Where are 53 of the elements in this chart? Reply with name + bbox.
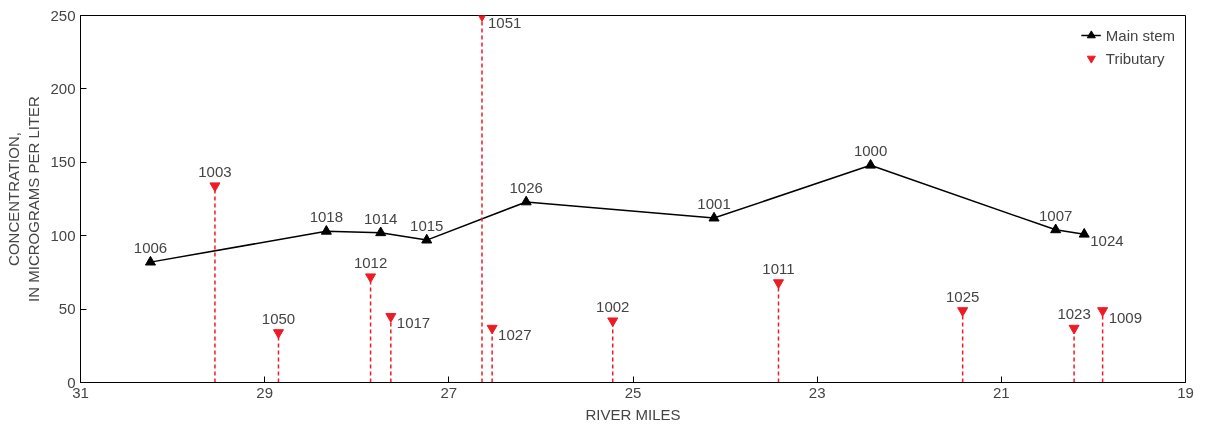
point xyxy=(421,233,433,244)
point xyxy=(1078,227,1090,238)
point xyxy=(1068,324,1080,335)
point xyxy=(486,324,498,335)
point xyxy=(708,211,720,222)
legend-label: Main stem xyxy=(1105,26,1175,44)
point xyxy=(957,307,969,317)
x-axis-title: RIVER MILES xyxy=(585,405,681,423)
point xyxy=(1097,307,1109,317)
point xyxy=(365,273,377,284)
annotation: 1014 xyxy=(364,209,398,227)
annotation: 1000 xyxy=(853,142,888,160)
point xyxy=(272,329,284,339)
point xyxy=(1050,223,1062,234)
annotation: 1011 xyxy=(762,259,795,277)
annotation: 1003 xyxy=(198,162,232,180)
point xyxy=(144,255,156,266)
annotation: 1023 xyxy=(1057,305,1091,323)
x-tick-label: 19 xyxy=(1177,383,1194,401)
annotation: 1009 xyxy=(1108,308,1142,326)
y-axis-title: CONCENTRATION, IN MICROGRAMS PER LITER xyxy=(5,95,43,302)
annotation: 1027 xyxy=(498,326,532,344)
x-tick-label: 27 xyxy=(440,383,458,401)
y-tick-label: 250 xyxy=(50,6,76,24)
y-tick-label: 200 xyxy=(50,79,76,97)
point xyxy=(865,158,877,169)
annotation: 1012 xyxy=(353,253,388,271)
point xyxy=(375,226,387,237)
y-tick-label: 150 xyxy=(50,153,76,171)
annotation: 1018 xyxy=(309,208,344,226)
annotation: 1017 xyxy=(396,314,431,332)
y-tick-label: 50 xyxy=(58,300,76,318)
y-tick-label: 100 xyxy=(50,226,76,244)
point xyxy=(607,317,619,328)
annotation: 1024 xyxy=(1090,232,1124,250)
annotation: 1015 xyxy=(410,217,444,235)
x-tick-label: 23 xyxy=(808,383,826,401)
point xyxy=(520,195,532,206)
x-tick-label: 25 xyxy=(624,383,642,401)
point xyxy=(772,279,784,289)
legend-label: Tributary xyxy=(1105,49,1165,67)
x-tick-label: 21 xyxy=(992,383,1010,401)
annotation: 1026 xyxy=(509,178,543,196)
point xyxy=(320,225,332,235)
annotation: 1051 xyxy=(487,13,522,31)
point xyxy=(385,313,397,323)
x-tick-label: 29 xyxy=(256,383,274,401)
annotation: 1001 xyxy=(697,195,731,213)
annotation: 1002 xyxy=(596,297,630,315)
annotation: 1007 xyxy=(1038,206,1073,224)
annotation: 1025 xyxy=(945,287,980,305)
annotation: 1050 xyxy=(261,309,296,327)
annotation: 1006 xyxy=(133,239,168,257)
